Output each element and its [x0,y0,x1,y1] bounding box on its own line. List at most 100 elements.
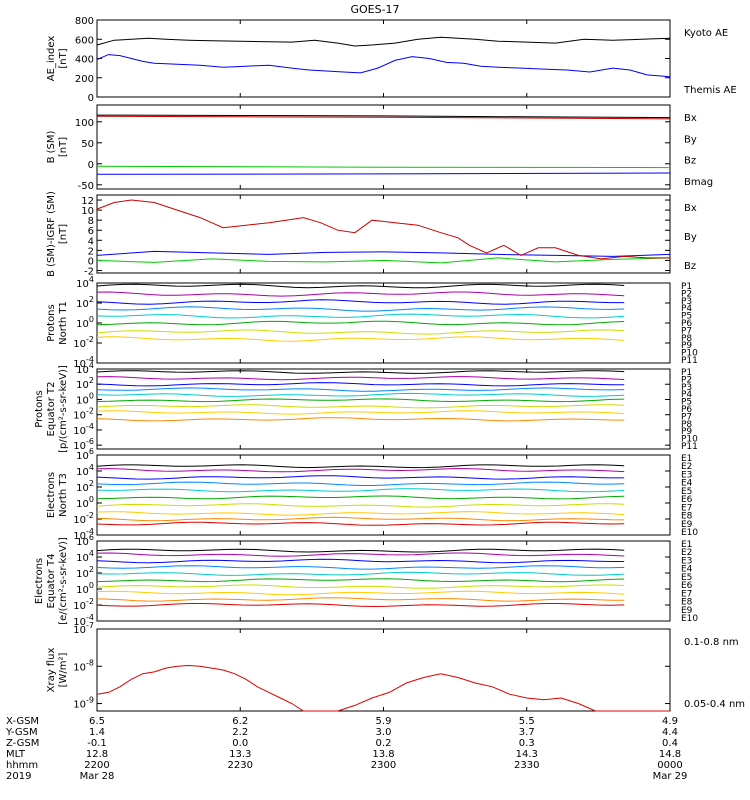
channel-e2 [96,552,625,557]
ephem-row-label: hhmm [6,760,38,771]
y-tick-label: 800 [75,16,94,27]
legend-item: P3 [681,297,692,307]
legend-item: P11 [681,356,698,366]
legend-item: E7 [681,589,692,599]
channel-p2 [96,291,625,297]
legend-item: P4 [681,390,692,400]
ephem-value: 0.0 [232,738,248,749]
panel-frame [96,368,671,450]
ephem-value: 0.3 [519,738,535,749]
y-label-line: Equator T2 [46,382,57,437]
y-tick-label: 100 [76,581,94,596]
channel-p4 [96,306,625,312]
y-tick-label: -50 [78,181,94,192]
y-tick-label: 4 [88,236,94,247]
panel-bsm: 100 50 0 -50 B (SM) [nT] Bx By Bz Bmag [46,104,713,192]
y-axis-label: Electrons Equator T4 [e/(cm²-s-sr-keV)] [34,537,69,625]
ephem-value: 5.5 [519,716,535,727]
channel-p7 [96,404,625,409]
ephem-value: 2300 [371,760,396,771]
legend-item: Bx [684,203,697,214]
y-tick-label: 104 [76,463,94,478]
y-label-line: North T3 [58,473,69,517]
legend-item: Themis AE [683,85,737,96]
legend-item: E2 [681,462,692,472]
legend-item: P1 [681,368,692,378]
legend-item: E7 [681,503,692,513]
y-label-line: AE_index [46,36,57,82]
ephem-value: Mar 28 [80,771,115,782]
y-axis-label: Protons North T1 [46,301,69,345]
ephem-value: 14.8 [659,749,681,760]
y-tick-label: 12 [81,196,94,207]
legend-item: P6 [681,319,692,329]
y-label-line: [p/(cm²-s-sr-keV)] [58,365,69,453]
y-axis-label: Xray flux [W/m²] [46,648,69,693]
ephem-value: 0.4 [662,738,678,749]
legend-item: P1 [681,282,692,292]
channel-p6 [96,398,625,403]
y-tick-label: 2 [88,246,94,257]
channel-e4 [96,481,625,486]
legend-item: P4 [681,304,692,314]
ephem-row-label: Z-GSM [6,738,39,749]
channel-p1 [96,283,625,289]
series-0-1-0-8-nm [96,664,670,712]
legend-item: P8 [681,420,692,430]
y-label-line: North T1 [58,301,69,345]
legend-item: E1 [681,454,692,464]
legend-item: Bmag [684,177,713,188]
legend-item: P10 [681,435,698,445]
y-tick-label: -2 [84,266,94,277]
panel-frame [96,628,671,712]
y-tick-label: 106 [76,447,94,462]
y-tick-label: 10-2 [73,335,94,350]
channel-e7 [96,584,625,589]
legend-item: Kyoto AE [684,28,728,39]
y-tick-label: 102 [76,376,94,391]
ephem-value: 13.8 [372,749,394,760]
legend-item: P6 [681,405,692,415]
y-label-line: [nT] [58,137,69,157]
legend-item: Bz [684,156,696,167]
y-tick-label: 0 [88,160,94,171]
y-axis-label: B (SM)-IGRF (SM) [nT] [46,191,69,277]
y-tick-label: 0 [88,93,94,104]
figure-title: GOES-17 [350,3,399,16]
legend-item: E2 [681,548,692,558]
channel-p1 [96,370,625,374]
y-tick-label: 200 [75,74,94,85]
ephem-value: 2200 [84,760,109,771]
y-tick-label: 10-7 [73,621,94,636]
legend-item: P2 [681,375,692,385]
channel-e1 [96,548,625,553]
series-themis-ae [96,54,671,78]
y-label-line: Electrons [46,472,57,518]
y-axis-label: Protons Equator T2 [p/(cm²-s-sr-keV)] [34,365,69,453]
y-tick-label: 10-2 [73,597,94,612]
legend-item: P10 [681,349,698,359]
legend-item: E3 [681,470,692,480]
legend-item: E10 [681,614,698,624]
ephem-row-label: X-GSM [6,716,39,727]
y-tick-label: 102 [76,565,94,580]
y-tick-label: 104 [76,275,94,290]
series-by [96,257,671,264]
y-tick-label: 6 [88,226,94,237]
ephem-value: 2230 [228,760,253,771]
ephem-value: Mar 29 [653,771,688,782]
series-kyoto-ae [96,36,671,47]
legend-item: E5 [681,573,692,583]
legend-item: E5 [681,487,692,497]
y-tick-label: 600 [75,35,94,46]
channel-e3 [96,558,625,564]
ephem-value: 4.4 [662,727,678,738]
y-label-line: B (SM)-IGRF (SM) [46,191,57,277]
legend-item: E3 [681,556,692,566]
panel-ae: 800 600 400 200 0 AE_index [nT] Kyoto AE Themis … [46,16,737,104]
y-tick-label: 10 [81,206,94,217]
y-tick-label: 50 [81,139,94,150]
